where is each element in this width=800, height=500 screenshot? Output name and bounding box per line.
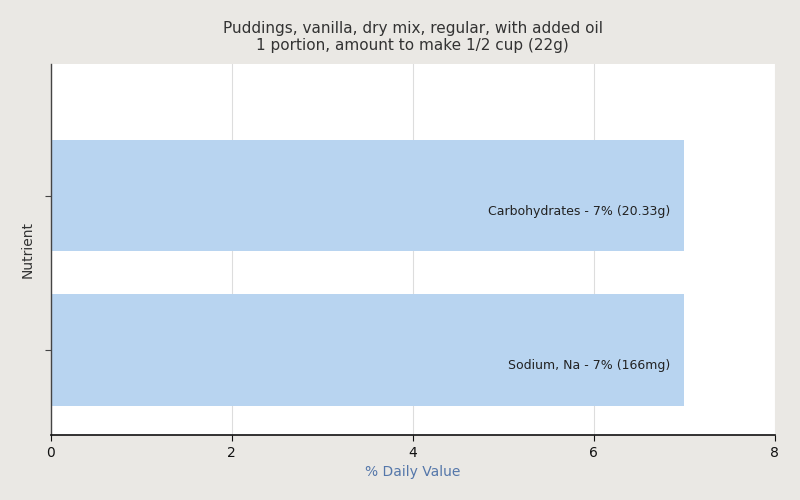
Title: Puddings, vanilla, dry mix, regular, with added oil
1 portion, amount to make 1/: Puddings, vanilla, dry mix, regular, wit… bbox=[222, 21, 602, 53]
Text: Sodium, Na - 7% (166mg): Sodium, Na - 7% (166mg) bbox=[509, 359, 670, 372]
Text: Carbohydrates - 7% (20.33g): Carbohydrates - 7% (20.33g) bbox=[489, 204, 670, 218]
Bar bbox=[51, 140, 684, 251]
X-axis label: % Daily Value: % Daily Value bbox=[365, 465, 461, 479]
Bar bbox=[51, 294, 684, 406]
Y-axis label: Nutrient: Nutrient bbox=[21, 221, 35, 278]
